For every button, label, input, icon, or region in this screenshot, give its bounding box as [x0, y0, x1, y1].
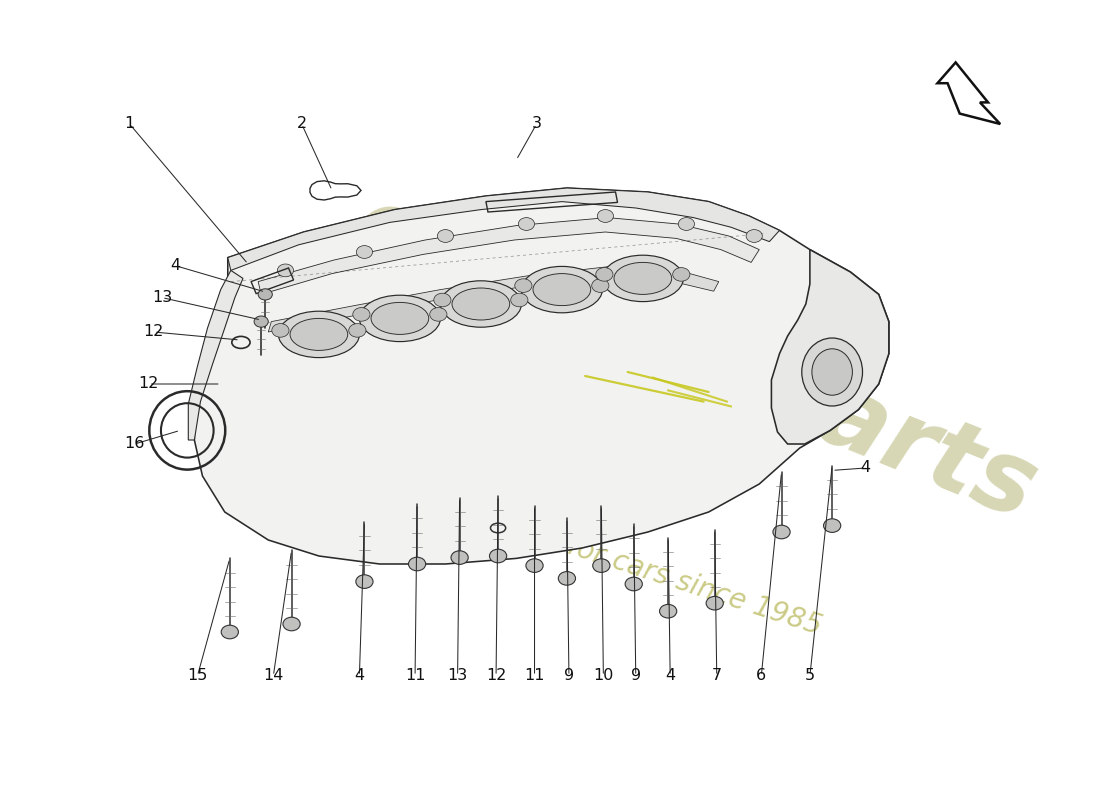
Ellipse shape: [440, 281, 521, 327]
Circle shape: [706, 596, 724, 610]
Text: 2: 2: [297, 117, 307, 131]
Text: 3: 3: [531, 117, 541, 131]
Ellipse shape: [603, 255, 683, 302]
Text: 5: 5: [805, 669, 815, 683]
Text: a passion for cars since 1985: a passion for cars since 1985: [430, 488, 825, 640]
Ellipse shape: [360, 295, 440, 342]
Text: 7: 7: [712, 669, 722, 683]
Circle shape: [433, 293, 451, 306]
Circle shape: [773, 525, 790, 539]
Text: 9: 9: [630, 669, 641, 683]
Circle shape: [510, 293, 528, 306]
Ellipse shape: [452, 288, 509, 320]
Circle shape: [593, 558, 609, 573]
Polygon shape: [228, 188, 780, 270]
Circle shape: [283, 618, 300, 630]
Text: 6: 6: [756, 669, 767, 683]
Ellipse shape: [802, 338, 862, 406]
Polygon shape: [258, 218, 759, 294]
Circle shape: [353, 308, 370, 322]
Ellipse shape: [534, 274, 591, 306]
Text: 9: 9: [564, 669, 574, 683]
Circle shape: [349, 323, 366, 338]
Text: 14: 14: [263, 669, 284, 683]
Ellipse shape: [521, 266, 603, 313]
Circle shape: [660, 605, 676, 618]
Circle shape: [254, 316, 268, 327]
Circle shape: [526, 558, 543, 573]
Polygon shape: [771, 250, 889, 444]
Text: 10: 10: [593, 669, 614, 683]
Circle shape: [356, 246, 373, 258]
Text: 12: 12: [486, 669, 506, 683]
Circle shape: [746, 230, 762, 242]
Text: 11: 11: [525, 669, 544, 683]
Ellipse shape: [290, 318, 348, 350]
Text: 16: 16: [124, 437, 145, 451]
Circle shape: [355, 574, 373, 589]
Text: 13: 13: [448, 669, 468, 683]
Text: 1: 1: [124, 117, 134, 131]
Text: 4: 4: [354, 669, 364, 683]
Circle shape: [673, 267, 690, 281]
Polygon shape: [195, 188, 889, 564]
Ellipse shape: [614, 262, 672, 294]
Circle shape: [625, 578, 642, 591]
Circle shape: [272, 323, 289, 338]
Circle shape: [438, 230, 453, 242]
Circle shape: [277, 264, 294, 277]
Circle shape: [824, 519, 840, 533]
Polygon shape: [188, 270, 243, 440]
Text: 15: 15: [187, 669, 208, 683]
Circle shape: [518, 218, 535, 230]
Text: 13: 13: [152, 290, 172, 305]
Circle shape: [515, 279, 532, 293]
Ellipse shape: [278, 311, 360, 358]
Circle shape: [679, 218, 694, 230]
Polygon shape: [268, 266, 718, 332]
Circle shape: [597, 210, 614, 222]
Circle shape: [451, 550, 469, 565]
Text: 4: 4: [170, 258, 180, 273]
Circle shape: [490, 549, 507, 563]
Circle shape: [430, 308, 447, 322]
Text: 12: 12: [139, 377, 159, 391]
Ellipse shape: [371, 302, 429, 334]
Circle shape: [221, 626, 239, 638]
Text: 4: 4: [666, 669, 675, 683]
Circle shape: [408, 557, 426, 571]
Circle shape: [559, 571, 575, 586]
Text: 4: 4: [860, 461, 870, 475]
Text: 12: 12: [144, 325, 164, 339]
Text: eurocarparts: eurocarparts: [338, 178, 1049, 542]
Circle shape: [258, 289, 273, 300]
Circle shape: [592, 279, 609, 293]
Text: 11: 11: [405, 669, 426, 683]
Circle shape: [596, 267, 613, 281]
Ellipse shape: [812, 349, 852, 395]
